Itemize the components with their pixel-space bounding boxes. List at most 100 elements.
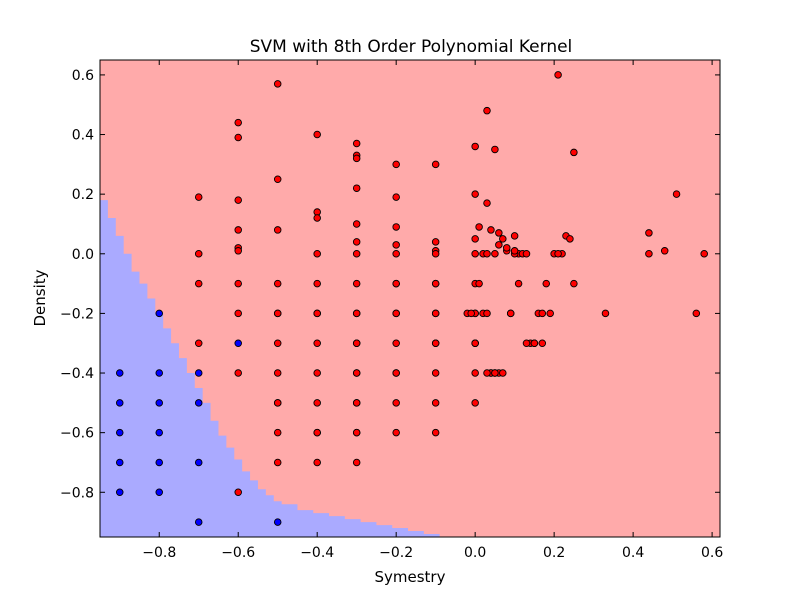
point-positive: [538, 339, 547, 347]
point-positive: [554, 250, 562, 258]
point-positive: [352, 139, 361, 148]
point-positive: [471, 250, 479, 258]
point-positive: [313, 458, 321, 467]
point-positive: [538, 309, 547, 318]
x-tick-label: 0.0: [464, 545, 486, 561]
point-positive: [273, 428, 282, 437]
point-positive: [483, 309, 491, 318]
point-positive: [352, 184, 361, 192]
y-axis-ticks: −0.8 −0.6 −0.4 −0.2 0.0 0.2 0.4 0.6: [60, 68, 720, 501]
point-positive: [495, 229, 503, 237]
point-positive: [570, 148, 578, 157]
point-positive: [692, 309, 701, 318]
point-positive: [506, 309, 515, 318]
point-positive: [487, 226, 495, 234]
point-positive: [352, 250, 361, 258]
point-negative: [194, 369, 203, 377]
point-negative: [273, 518, 282, 526]
point-positive: [313, 214, 321, 222]
point-positive: [645, 229, 653, 237]
point-positive: [194, 279, 203, 288]
point-positive: [645, 250, 653, 258]
point-positive: [273, 399, 282, 407]
point-positive: [483, 199, 491, 207]
chart-title: SVM with 8th Order Polynomial Kernel: [250, 37, 573, 57]
point-positive: [392, 428, 400, 437]
point-positive: [471, 235, 479, 243]
point-positive: [234, 226, 242, 234]
point-positive: [503, 244, 511, 252]
x-tick-label: −0.8: [142, 545, 176, 561]
point-positive: [431, 428, 440, 437]
point-positive: [273, 80, 282, 88]
point-positive: [273, 369, 282, 377]
point-positive: [273, 226, 282, 234]
point-negative: [115, 458, 124, 467]
point-positive: [352, 369, 361, 377]
data-points: [115, 71, 708, 526]
point-positive: [483, 369, 491, 377]
point-positive: [660, 247, 669, 255]
point-positive: [431, 339, 440, 347]
x-axis-label: Symestry: [375, 568, 446, 586]
point-positive: [234, 133, 242, 142]
point-positive: [392, 193, 400, 201]
point-positive: [273, 339, 282, 347]
point-negative: [155, 458, 163, 467]
point-negative: [155, 488, 163, 497]
point-positive: [234, 309, 242, 318]
point-positive: [570, 279, 578, 288]
point-positive: [491, 145, 499, 154]
point-positive: [530, 339, 539, 347]
point-positive: [475, 223, 483, 231]
point-positive: [352, 279, 361, 288]
point-positive: [273, 279, 282, 288]
point-positive: [313, 309, 321, 318]
point-positive: [234, 279, 242, 288]
point-positive: [352, 458, 361, 467]
y-tick-label: 0.6: [72, 68, 94, 84]
x-tick-label: 0.2: [543, 545, 565, 561]
point-positive: [352, 309, 361, 318]
point-positive: [313, 399, 321, 407]
point-positive: [471, 369, 479, 377]
point-positive: [392, 309, 400, 318]
x-tick-label: −0.4: [300, 545, 334, 561]
point-positive: [483, 250, 491, 258]
point-positive: [313, 339, 321, 347]
point-positive: [352, 428, 361, 437]
point-negative: [115, 399, 124, 407]
point-positive: [234, 247, 242, 255]
y-tick-label: −0.8: [60, 485, 94, 501]
point-positive: [234, 118, 242, 127]
point-positive: [467, 309, 475, 318]
point-positive: [352, 238, 361, 246]
point-negative: [155, 369, 163, 377]
x-axis-ticks: −0.8 −0.6 −0.4 −0.2 0.0 0.2 0.4 0.6: [142, 60, 723, 561]
point-positive: [495, 241, 503, 249]
point-positive: [392, 223, 400, 231]
point-negative: [194, 399, 203, 407]
point-negative: [115, 488, 124, 497]
point-positive: [392, 339, 400, 347]
point-positive: [431, 238, 440, 246]
point-positive: [431, 279, 440, 288]
y-tick-label: −0.6: [60, 426, 94, 442]
point-positive: [554, 71, 562, 79]
point-positive: [491, 250, 499, 258]
point-positive: [546, 309, 554, 318]
x-tick-label: 0.6: [701, 545, 723, 561]
point-positive: [313, 130, 321, 139]
point-positive: [431, 399, 440, 407]
y-tick-label: −0.4: [60, 366, 94, 382]
point-positive: [471, 142, 479, 151]
point-positive: [431, 309, 440, 318]
point-positive: [510, 232, 519, 240]
point-positive: [471, 399, 479, 407]
point-positive: [313, 250, 321, 258]
point-negative: [115, 369, 124, 377]
point-positive: [352, 220, 361, 228]
point-positive: [194, 193, 203, 201]
y-tick-label: 0.2: [72, 187, 94, 203]
point-positive: [471, 190, 479, 198]
